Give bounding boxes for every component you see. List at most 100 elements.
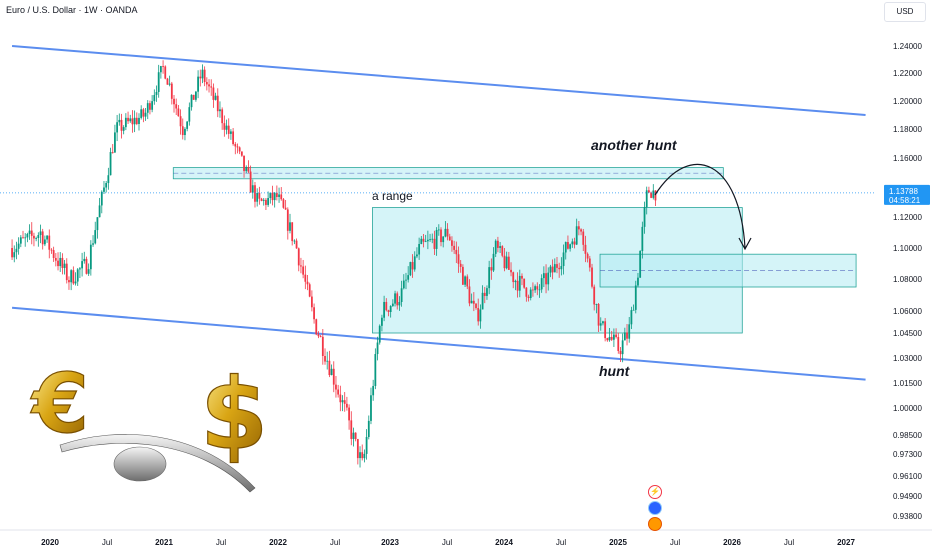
candle-body xyxy=(85,258,88,274)
candle-body xyxy=(538,289,541,291)
candle-body xyxy=(170,83,173,99)
candle-body xyxy=(120,119,123,131)
currency-button[interactable]: USD xyxy=(884,2,926,22)
candle-body xyxy=(81,261,83,269)
candle-body xyxy=(374,354,377,386)
y-tick-label: 1.03000 xyxy=(893,354,922,363)
candle-body xyxy=(433,238,436,249)
lightning-icon[interactable]: ⚡ xyxy=(648,485,662,499)
candle-body xyxy=(216,95,219,112)
candle-body xyxy=(483,292,486,296)
candle-body xyxy=(597,304,600,326)
candle-body xyxy=(464,276,466,285)
dollar-symbol: $ xyxy=(200,358,268,472)
candle-body xyxy=(236,146,239,148)
candle-body xyxy=(486,288,488,296)
candle-body xyxy=(582,231,585,245)
seesaw-pivot xyxy=(113,446,167,482)
candle-body xyxy=(74,281,77,284)
candle-body xyxy=(65,263,68,281)
y-tick-label: 1.24000 xyxy=(893,42,922,51)
candle-body xyxy=(361,452,364,459)
candle-body xyxy=(457,254,460,264)
price-value: 1.13788 xyxy=(889,187,918,196)
candle-body xyxy=(512,272,515,283)
x-tick-label: 2025 xyxy=(609,538,627,547)
y-tick-label: 1.12000 xyxy=(893,213,922,222)
candle-body xyxy=(243,155,245,172)
candle-body xyxy=(623,332,626,341)
candle-body xyxy=(24,237,27,239)
candle-body xyxy=(54,257,57,261)
candle-body xyxy=(286,209,289,231)
candle-body xyxy=(144,112,147,117)
candle-body xyxy=(11,248,13,258)
y-tick-label: 1.22000 xyxy=(893,69,922,78)
candle-body xyxy=(523,278,526,288)
candle-body xyxy=(505,256,508,269)
candle-body xyxy=(391,303,394,306)
price-countdown: 04:58:21 xyxy=(889,196,921,205)
candle-body xyxy=(488,267,491,289)
annotation-range: a range xyxy=(372,189,413,203)
candle-body xyxy=(162,66,164,67)
seesaw-plank xyxy=(59,434,256,493)
candle-body xyxy=(240,151,243,156)
candle-body xyxy=(175,104,178,109)
candle-body xyxy=(230,131,232,134)
globe-icon[interactable] xyxy=(648,501,662,515)
candle-body xyxy=(422,238,425,242)
candle-body xyxy=(17,243,20,249)
candle-body xyxy=(339,394,342,403)
candle-body xyxy=(39,231,42,236)
candle-body xyxy=(516,280,519,291)
y-tick-label: 0.93800 xyxy=(893,512,922,521)
candle-body xyxy=(335,384,337,390)
candle-body xyxy=(418,243,421,255)
candle-body xyxy=(188,107,191,122)
candle-body xyxy=(558,267,561,270)
candle-body xyxy=(76,269,79,282)
candle-body xyxy=(534,286,537,291)
y-tick-label: 1.06000 xyxy=(893,307,922,316)
candle-body xyxy=(238,147,241,152)
candle-body xyxy=(190,94,193,108)
candle-body xyxy=(621,340,624,355)
candle-body xyxy=(269,192,272,199)
y-tick-label: 0.98500 xyxy=(893,431,922,440)
candle-body xyxy=(354,432,357,440)
candle-body xyxy=(643,207,646,227)
candle-body xyxy=(435,229,438,249)
candle-body xyxy=(153,94,156,102)
zones xyxy=(172,167,857,334)
candle-body xyxy=(332,368,335,385)
x-tick-label: Jul xyxy=(216,538,226,547)
candle-body xyxy=(166,78,169,85)
candle-body xyxy=(424,241,427,243)
candle-body xyxy=(437,229,440,231)
candle-body xyxy=(444,228,447,237)
time-axis[interactable]: 2020 Jul 2021 Jul 2022 Jul 2023 Jul 2024 Jul 2025 J… xyxy=(0,529,932,547)
candle-body xyxy=(650,192,652,198)
candle-body xyxy=(567,242,569,249)
candle-body xyxy=(201,69,204,79)
candle-body xyxy=(356,439,359,459)
candle-body xyxy=(70,270,73,283)
candle-body xyxy=(22,237,24,239)
candle-body xyxy=(446,228,449,237)
candle-body xyxy=(527,296,530,298)
candle-body xyxy=(409,262,412,276)
candle-body xyxy=(472,300,475,304)
candle-body xyxy=(129,118,132,122)
candle-body xyxy=(210,86,213,88)
price-axis[interactable]: 1.240001.220001.200001.180001.160001.140… xyxy=(893,42,922,521)
candle-body xyxy=(52,250,55,258)
flag-icon[interactable] xyxy=(648,517,662,531)
candle-body xyxy=(258,193,261,199)
candle-body xyxy=(573,241,576,245)
candle-body xyxy=(133,117,136,125)
candle-body xyxy=(63,263,66,268)
candle-body xyxy=(142,109,145,117)
candle-body xyxy=(109,152,112,176)
